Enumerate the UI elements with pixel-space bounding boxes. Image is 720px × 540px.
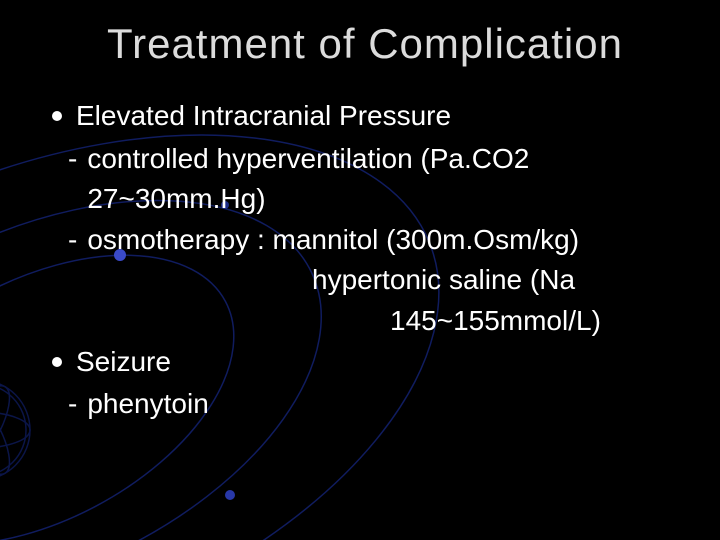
dash-item-3: - phenytoin <box>50 384 680 425</box>
dash-icon: - <box>68 220 77 261</box>
dash-2-line3: 145~155mmol/L) <box>50 301 680 342</box>
slide-title: Treatment of Complication <box>50 20 680 68</box>
dash-1-text: controlled hyperventilation (Pa.CO2 27~3… <box>87 139 680 220</box>
bullet-item-2: Seizure <box>50 342 680 383</box>
bullet-2-text: Seizure <box>76 342 680 383</box>
dash-3-text: phenytoin <box>87 384 680 425</box>
bullet-item-1: Elevated Intracranial Pressure <box>50 96 680 137</box>
slide-container: Treatment of Complication Elevated Intra… <box>0 0 720 540</box>
bullet-1-text: Elevated Intracranial Pressure <box>76 96 680 137</box>
dash-item-2: - osmotherapy : mannitol (300m.Osm/kg) <box>50 220 680 261</box>
dash-2-text: osmotherapy : mannitol (300m.Osm/kg) <box>87 220 680 261</box>
dash-icon: - <box>68 139 77 180</box>
dash-icon: - <box>68 384 77 425</box>
bullet-icon <box>52 357 62 367</box>
bullet-icon <box>52 111 62 121</box>
dash-item-1: - controlled hyperventilation (Pa.CO2 27… <box>50 139 680 220</box>
dash-2-line2: hypertonic saline (Na <box>50 260 680 301</box>
slide-body: Elevated Intracranial Pressure - control… <box>50 96 680 425</box>
